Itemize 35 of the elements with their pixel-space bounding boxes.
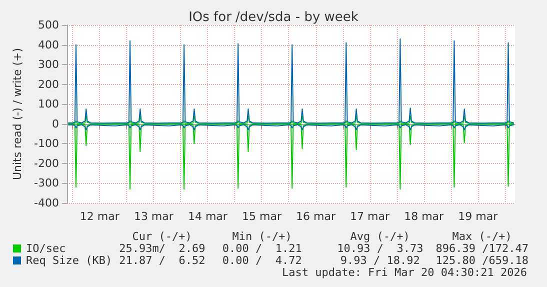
y-tick-label: -400 [34, 196, 59, 210]
x-tick-label: 14 mar [188, 210, 228, 223]
x-tick-label: 18 mar [404, 210, 444, 223]
text: Min (-/+) [232, 230, 292, 243]
y-tick-label: 0 [52, 117, 59, 130]
y-axis-title: Units read (-) / write (+) [11, 48, 24, 180]
text: Last update: Fri Mar 20 04:30:21 2026 [282, 266, 528, 279]
text: 9.93 / 18.92 [340, 254, 420, 267]
text: 10.93 / 3.73 [337, 242, 424, 255]
y-tick-label: 500 [38, 18, 59, 32]
y-tick-label: 400 [38, 38, 59, 52]
y-tick-label: 100 [38, 98, 59, 111]
text: Max (-/+) [452, 230, 512, 243]
x-tick-label: 17 mar [350, 210, 390, 223]
text: 25.93m/ 2.69 [119, 242, 206, 255]
x-tick-label: 16 mar [296, 210, 336, 223]
chart-title: IOs for /dev/sda - by week [188, 10, 359, 25]
y-tick-label: -200 [34, 156, 59, 170]
text: 896.39 /172.47 [436, 242, 529, 255]
legend-label: IO/sec [26, 242, 66, 255]
y-tick-label: 300 [38, 58, 59, 72]
x-tick-label: 13 mar [134, 210, 174, 223]
text: Avg (-/+) [350, 230, 410, 243]
text: 21.87 / 6.52 [119, 254, 206, 267]
text: 125.80 /659.18 [436, 254, 529, 267]
legend-label: Req Size (KB) [26, 254, 112, 267]
y-tick-label: -300 [34, 176, 59, 190]
text: 0.00 / 4.72 [222, 254, 302, 267]
y-tick-label: -100 [34, 137, 59, 150]
text: 0.00 / 1.21 [222, 242, 302, 255]
x-tick-label: 12 mar [80, 210, 120, 223]
y-tick-label: 200 [38, 78, 59, 91]
x-tick-label: 15 mar [242, 210, 282, 223]
text: Cur (-/+) [132, 230, 192, 243]
x-tick-label: 19 mar [458, 210, 498, 223]
